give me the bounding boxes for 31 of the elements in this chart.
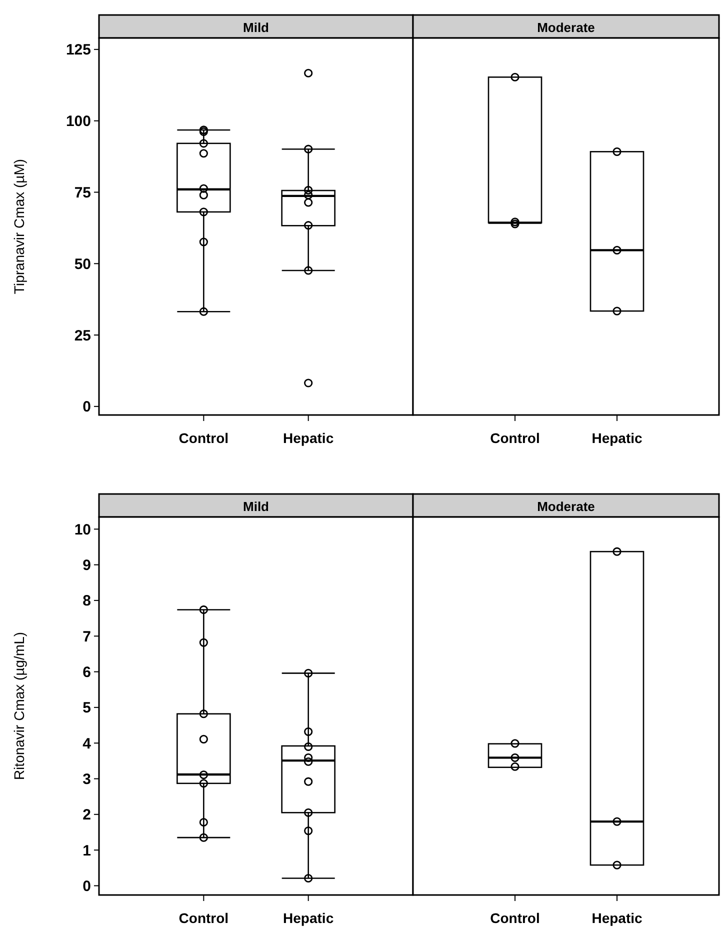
y-tick-label: 125 bbox=[66, 42, 91, 59]
y-tick-label: 8 bbox=[82, 592, 91, 610]
x-tick-label: Control bbox=[490, 430, 540, 446]
y-tick-label: 10 bbox=[74, 521, 91, 538]
y-tick-label: 0 bbox=[82, 398, 91, 416]
y-tick-label: 3 bbox=[82, 770, 91, 788]
x-tick-label: Control bbox=[178, 910, 229, 926]
y-tick-label: 9 bbox=[82, 557, 91, 574]
y-axis-title: Tipranavir Cmax (µM) bbox=[11, 158, 27, 294]
y-axis-title: Ritonavir Cmax (µg/mL) bbox=[11, 632, 27, 780]
y-tick-label: 0 bbox=[82, 878, 91, 895]
x-tick-label: Control bbox=[178, 430, 229, 446]
y-tick-label: 75 bbox=[74, 184, 91, 202]
chart-title: Mild bbox=[243, 499, 270, 514]
y-tick-label: 4 bbox=[82, 735, 92, 752]
x-tick-label: Hepatic bbox=[592, 430, 642, 446]
chart-title: Moderate bbox=[537, 20, 595, 35]
x-tick-label: Hepatic bbox=[592, 910, 642, 926]
y-tick-label: 7 bbox=[82, 628, 91, 646]
y-tick-label: 2 bbox=[82, 806, 91, 824]
chart-title: Mild bbox=[243, 20, 270, 35]
y-tick-label: 50 bbox=[74, 256, 91, 273]
x-tick-label: Hepatic bbox=[283, 910, 334, 926]
chart-title: Moderate bbox=[537, 499, 595, 514]
y-tick-label: 100 bbox=[66, 113, 91, 130]
y-tick-label: 1 bbox=[82, 842, 91, 860]
x-tick-label: Hepatic bbox=[283, 430, 334, 446]
y-tick-label: 5 bbox=[82, 700, 91, 717]
x-tick-label: Control bbox=[490, 910, 540, 926]
y-tick-label: 6 bbox=[82, 664, 91, 682]
y-tick-label: 25 bbox=[74, 327, 91, 344]
